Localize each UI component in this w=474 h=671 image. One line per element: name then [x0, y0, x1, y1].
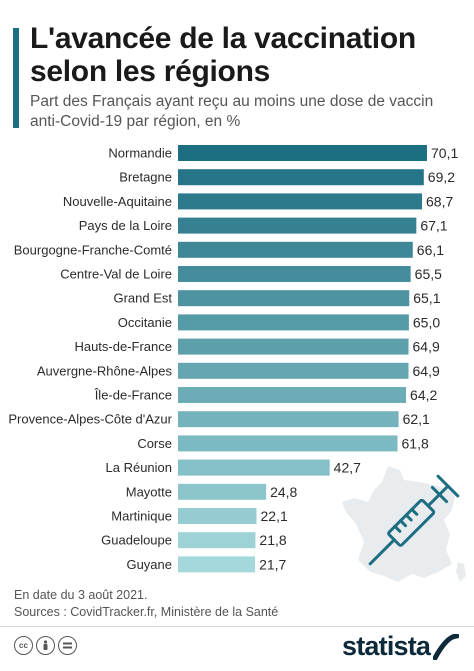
value-label: 24,8 — [270, 484, 297, 500]
category-label: Centre-Val de Loire — [60, 267, 172, 282]
bar — [178, 290, 410, 307]
value-label: 70,1 — [431, 145, 458, 161]
value-label: 64,9 — [413, 339, 440, 355]
value-label: 21,7 — [259, 556, 286, 572]
category-label: Guyane — [126, 557, 172, 572]
value-label: 22,1 — [261, 508, 288, 524]
license-icons: cc — [14, 636, 77, 655]
bar — [178, 217, 417, 234]
category-label: Bretagne — [119, 170, 172, 185]
bar — [178, 314, 409, 331]
syringe-icon — [368, 474, 460, 566]
value-label: 65,0 — [413, 314, 440, 330]
category-label: Hauts-de-France — [74, 339, 172, 354]
bar — [178, 241, 413, 258]
bar — [178, 435, 398, 452]
value-label: 65,5 — [415, 266, 442, 282]
value-label: 64,2 — [410, 387, 437, 403]
category-label: Pays de la Loire — [79, 218, 172, 233]
bar — [178, 483, 267, 500]
value-label: 42,7 — [334, 460, 361, 476]
bar — [178, 556, 256, 573]
category-label: Martinique — [111, 509, 172, 524]
category-label: Auvergne-Rhône-Alpes — [37, 363, 173, 378]
value-label: 64,9 — [413, 363, 440, 379]
bar — [178, 362, 409, 379]
bar — [178, 338, 409, 355]
category-label: Occitanie — [118, 315, 172, 330]
brand-mark-icon — [433, 633, 460, 660]
bar — [178, 532, 256, 549]
sources-note: Sources : CovidTracker.fr, Ministère de … — [14, 605, 279, 619]
bar — [178, 145, 427, 161]
bar — [178, 508, 257, 524]
cc-icon: cc — [14, 636, 33, 655]
category-label: Nouvelle-Aquitaine — [63, 194, 172, 209]
value-label: 65,1 — [413, 290, 440, 306]
page-title: L'avancée de la vaccination selon les ré… — [30, 22, 416, 88]
value-label: 69,2 — [428, 169, 455, 185]
category-label: Normandie — [108, 146, 172, 161]
category-label: La Réunion — [106, 460, 173, 475]
date-note: En date du 3 août 2021. — [14, 588, 148, 602]
category-label: Provence-Alpes-Côte d'Azur — [8, 412, 172, 427]
category-label: Bourgogne-Franche-Comté — [14, 242, 172, 257]
value-label: 67,1 — [420, 218, 447, 234]
bar — [178, 411, 399, 428]
bar — [178, 387, 407, 403]
value-label: 62,1 — [403, 411, 430, 427]
title-accent-bar — [13, 28, 19, 128]
category-label: Guadeloupe — [101, 533, 172, 548]
bar — [178, 266, 411, 282]
footer-divider — [0, 626, 474, 627]
no-derivatives-icon — [58, 636, 77, 655]
category-label: Corse — [137, 436, 172, 451]
bar — [178, 459, 330, 476]
bar — [178, 169, 424, 186]
category-label: Île-de-France — [94, 388, 172, 403]
attribution-icon — [36, 636, 55, 655]
value-label: 61,8 — [402, 435, 429, 451]
value-label: 66,1 — [417, 242, 444, 258]
value-label: 68,7 — [426, 193, 453, 209]
category-label: Mayotte — [126, 484, 172, 499]
value-label: 21,8 — [259, 532, 286, 548]
brand-name: statista — [342, 631, 431, 661]
category-label: Grand Est — [113, 291, 172, 306]
page-subtitle: Part des Français ayant reçu au moins un… — [30, 93, 434, 130]
bar-chart: Normandie 70,1 Bretagne 69,2 Nouvelle-Aquita… — [8, 145, 458, 573]
statista-logo[interactable]: statista — [342, 631, 460, 662]
bar — [178, 193, 423, 210]
